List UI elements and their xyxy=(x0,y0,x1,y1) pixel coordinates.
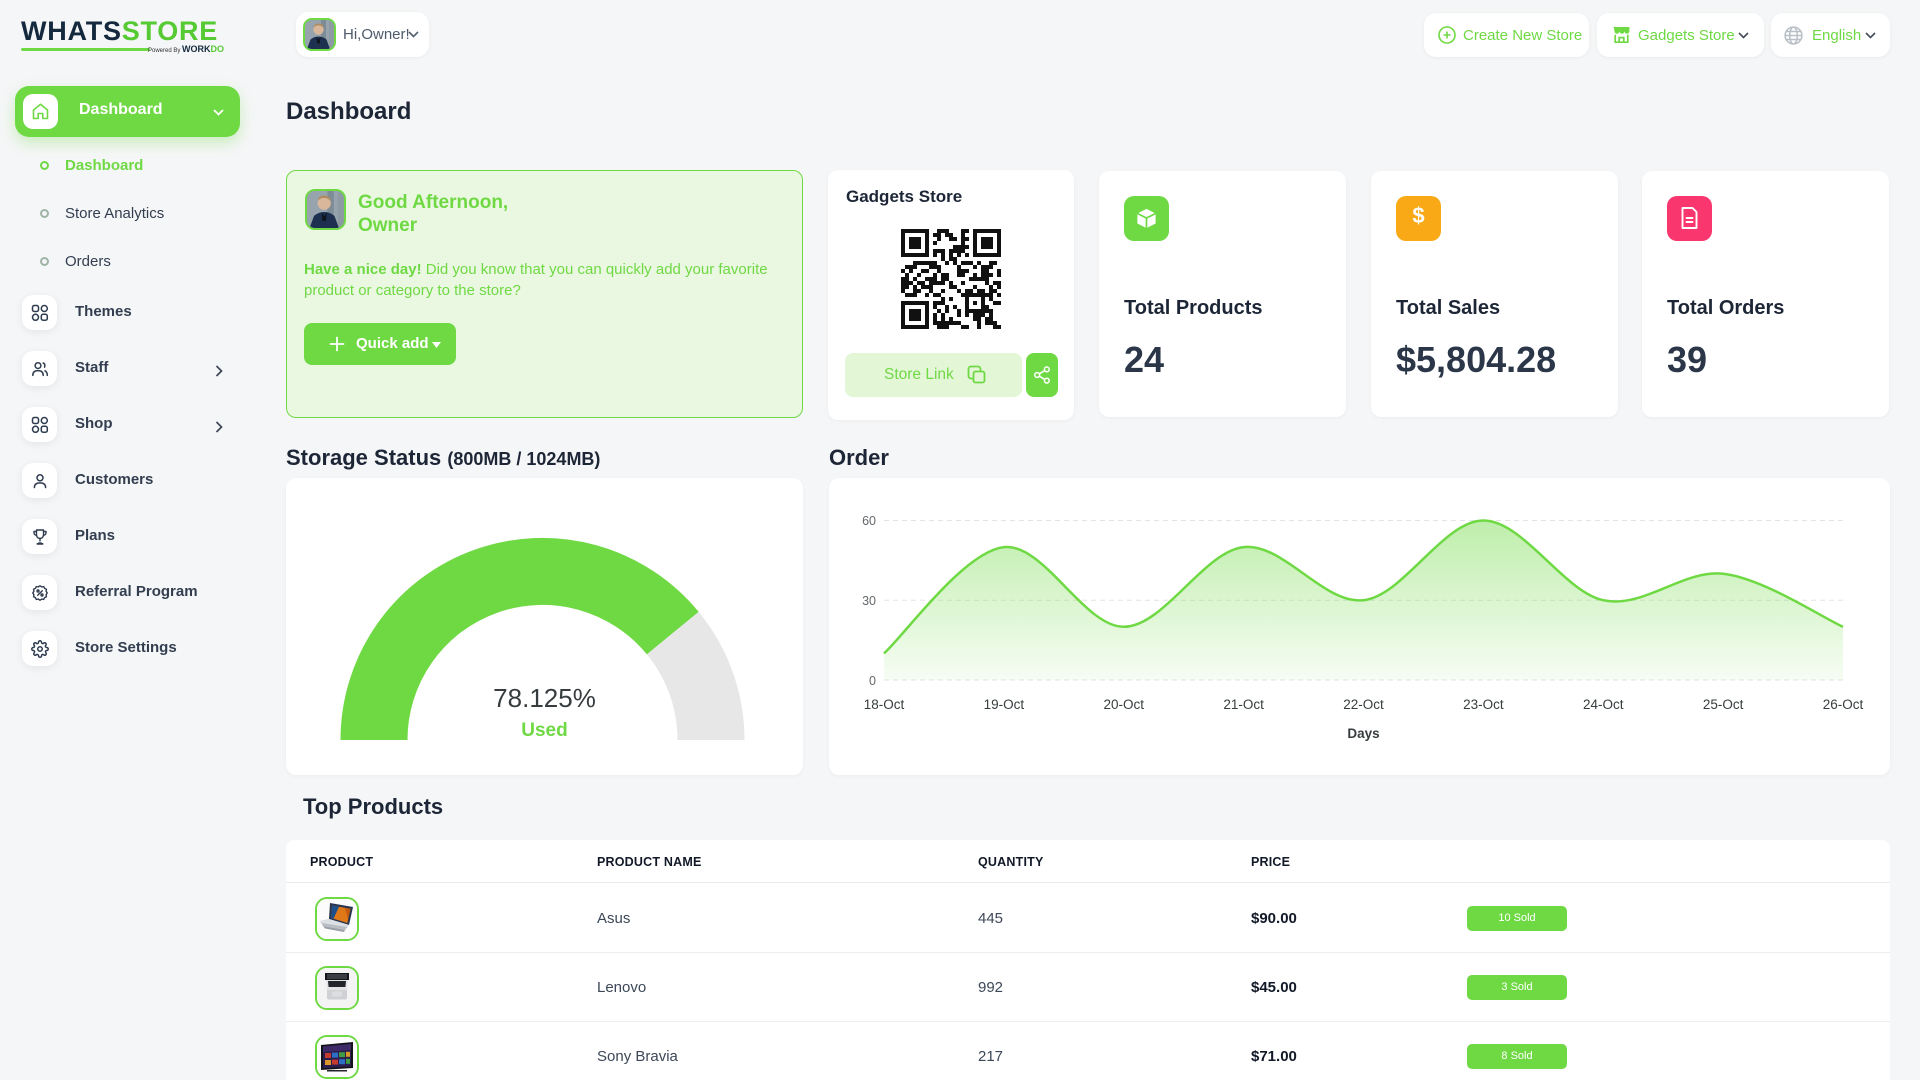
svg-text:22-Oct: 22-Oct xyxy=(1343,697,1384,712)
svg-text:60: 60 xyxy=(862,514,876,528)
svg-text:21-Oct: 21-Oct xyxy=(1223,697,1264,712)
svg-text:Days: Days xyxy=(1347,726,1379,741)
svg-text:19-Oct: 19-Oct xyxy=(984,697,1025,712)
svg-text:20-Oct: 20-Oct xyxy=(1104,697,1145,712)
svg-text:18-Oct: 18-Oct xyxy=(864,697,905,712)
svg-text:26-Oct: 26-Oct xyxy=(1823,697,1864,712)
svg-text:25-Oct: 25-Oct xyxy=(1703,697,1744,712)
svg-text:24-Oct: 24-Oct xyxy=(1583,697,1624,712)
svg-text:30: 30 xyxy=(862,594,876,608)
svg-text:23-Oct: 23-Oct xyxy=(1463,697,1504,712)
svg-text:0: 0 xyxy=(869,674,876,688)
